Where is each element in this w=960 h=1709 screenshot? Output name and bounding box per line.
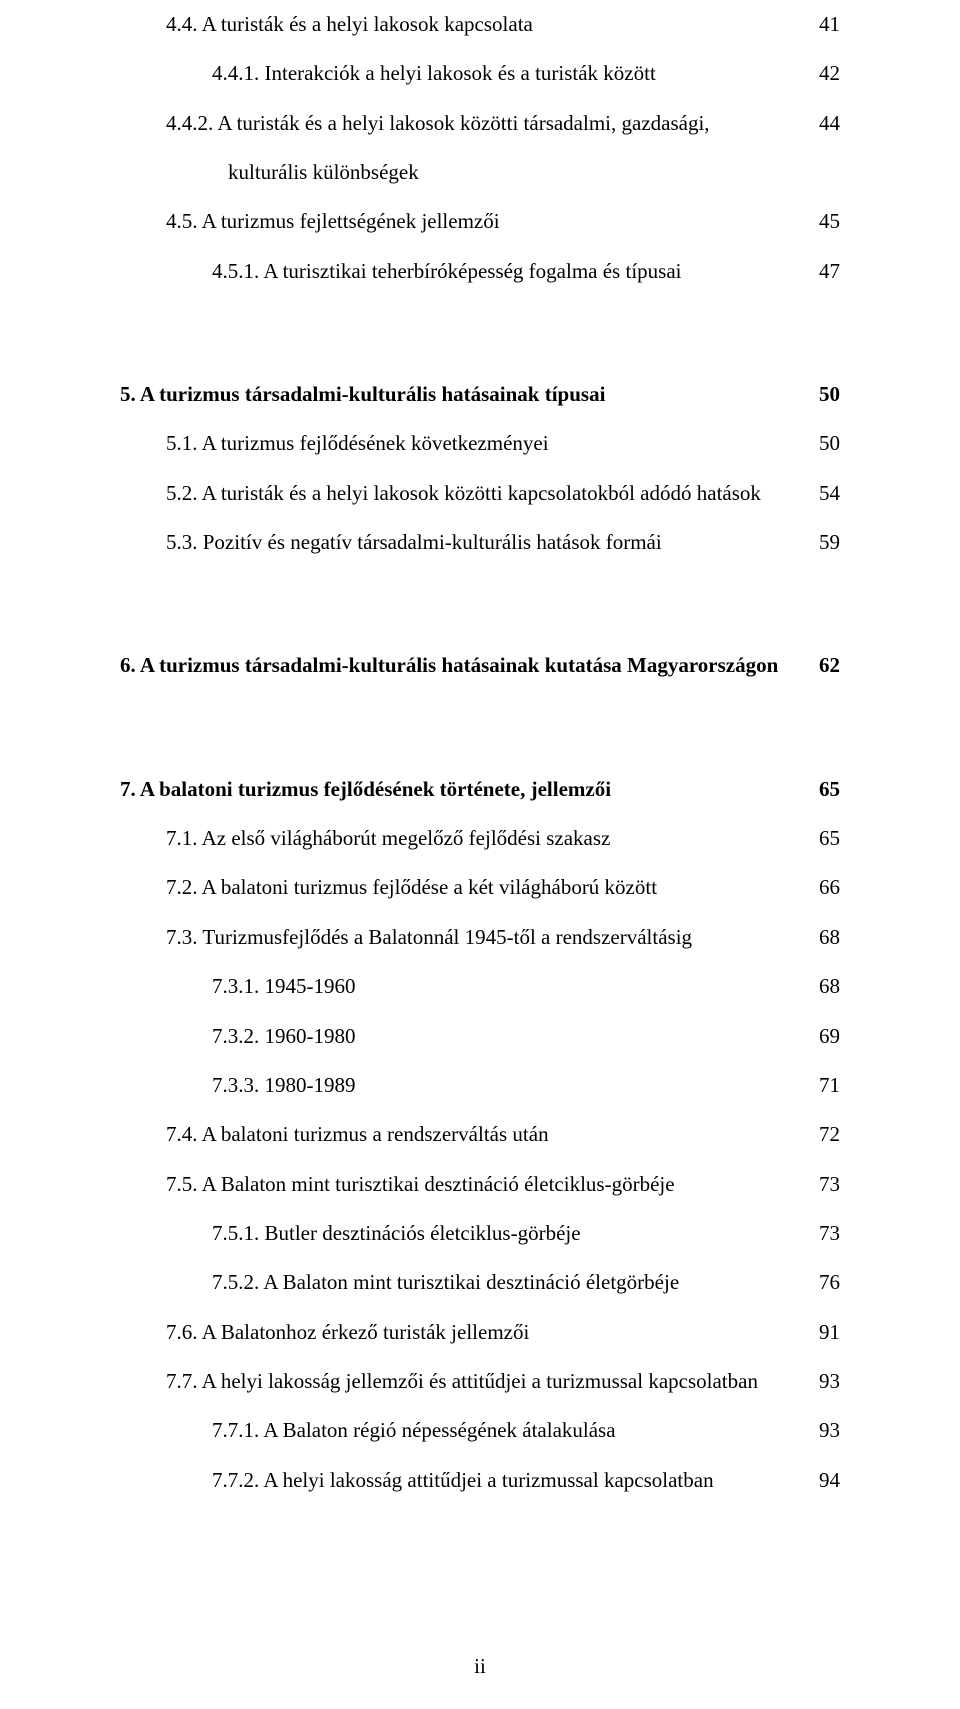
toc-entry-title: 4.5. A turizmus fejlettségének jellemzői [120, 197, 800, 246]
toc-entry-page: 50 [800, 419, 840, 468]
toc-entry: 7.3.1. 1945-196068 [120, 962, 840, 1011]
toc-entry-title: 7.7.1. A Balaton régió népességének átal… [120, 1406, 800, 1455]
toc-entry-title: 7.1. Az első világháborút megelőző fejlő… [120, 814, 800, 863]
toc-entry: 4.4.2. A turisták és a helyi lakosok köz… [120, 99, 840, 198]
toc-entry: 4.4. A turisták és a helyi lakosok kapcs… [120, 0, 840, 49]
toc-entry-title: 7.3. Turizmusfejlődés a Balatonnál 1945-… [120, 913, 800, 962]
toc-entry-title: 6. A turizmus társadalmi-kulturális hatá… [120, 641, 800, 690]
toc-entry: 7.7.1. A Balaton régió népességének átal… [120, 1406, 840, 1455]
toc-entry-title: 5.1. A turizmus fejlődésének következmén… [120, 419, 800, 468]
toc-entry-title: 7.4. A balatoni turizmus a rendszerváltá… [120, 1110, 800, 1159]
toc-entry-title: 7.5. A Balaton mint turisztikai desztiná… [120, 1160, 800, 1209]
toc-entry: 7. A balatoni turizmus fejlődésének tört… [120, 765, 840, 814]
toc-entry-title: 7. A balatoni turizmus fejlődésének tört… [120, 765, 800, 814]
toc-entry-title: 5.2. A turisták és a helyi lakosok közöt… [120, 469, 800, 518]
toc-entry-title: 4.4.2. A turisták és a helyi lakosok köz… [120, 99, 800, 198]
section-spacer [120, 296, 840, 370]
toc-entry-page: 93 [800, 1406, 840, 1455]
toc-entry-title: 7.5.1. Butler desztinációs életciklus-gö… [120, 1209, 800, 1258]
toc-entry-title: 7.7. A helyi lakosság jellemzői és attit… [120, 1357, 800, 1406]
toc-entry-page: 41 [800, 0, 840, 49]
toc-entry: 7.6. A Balatonhoz érkező turisták jellem… [120, 1308, 840, 1357]
toc-entry-title: 7.3.1. 1945-1960 [120, 962, 800, 1011]
toc-entry-page: 71 [800, 1061, 840, 1110]
toc-entry-title: 7.3.3. 1980-1989 [120, 1061, 800, 1110]
table-of-contents: 4.4. A turisták és a helyi lakosok kapcs… [120, 0, 840, 1505]
toc-entry-title: 7.6. A Balatonhoz érkező turisták jellem… [120, 1308, 800, 1357]
toc-entry-page: 76 [800, 1258, 840, 1307]
toc-entry-page: 94 [800, 1456, 840, 1505]
toc-entry-page: 93 [800, 1357, 840, 1406]
toc-entry-title: 5.3. Pozitív és negatív társadalmi-kultu… [120, 518, 800, 567]
toc-entry-title: 7.2. A balatoni turizmus fejlődése a két… [120, 863, 800, 912]
toc-entry-title: 7.3.2. 1960-1980 [120, 1012, 800, 1061]
toc-entry: 7.5.1. Butler desztinációs életciklus-gö… [120, 1209, 840, 1258]
toc-entry: 4.5.1. A turisztikai teherbíróképesség f… [120, 247, 840, 296]
toc-entry-page: 73 [800, 1160, 840, 1209]
toc-entry-page: 59 [800, 518, 840, 567]
toc-entry-page: 69 [800, 1012, 840, 1061]
toc-entry-page: 54 [800, 469, 840, 518]
toc-entry: 5.1. A turizmus fejlődésének következmén… [120, 419, 840, 468]
toc-entry: 7.7. A helyi lakosság jellemzői és attit… [120, 1357, 840, 1406]
toc-entry-page: 68 [800, 913, 840, 962]
toc-entry: 5. A turizmus társadalmi-kulturális hatá… [120, 370, 840, 419]
toc-entry: 7.2. A balatoni turizmus fejlődése a két… [120, 863, 840, 912]
toc-entry-page: 50 [800, 370, 840, 419]
toc-entry-page: 73 [800, 1209, 840, 1258]
toc-entry-page: 66 [800, 863, 840, 912]
page-number: ii [0, 1654, 960, 1679]
section-spacer [120, 691, 840, 765]
toc-entry-page: 72 [800, 1110, 840, 1159]
toc-entry: 5.3. Pozitív és negatív társadalmi-kultu… [120, 518, 840, 567]
toc-entry-title: 5. A turizmus társadalmi-kulturális hatá… [120, 370, 800, 419]
toc-entry: 7.1. Az első világháborút megelőző fejlő… [120, 814, 840, 863]
toc-entry-title: 4.5.1. A turisztikai teherbíróképesség f… [120, 247, 800, 296]
toc-entry: 4.4.1. Interakciók a helyi lakosok és a … [120, 49, 840, 98]
toc-entry: 7.3.2. 1960-198069 [120, 1012, 840, 1061]
toc-entry: 7.3.3. 1980-198971 [120, 1061, 840, 1110]
toc-entry: 5.2. A turisták és a helyi lakosok közöt… [120, 469, 840, 518]
toc-entry: 7.5. A Balaton mint turisztikai desztiná… [120, 1160, 840, 1209]
toc-entry-page: 65 [800, 765, 840, 814]
toc-entry-title: 4.4.1. Interakciók a helyi lakosok és a … [120, 49, 800, 98]
toc-entry-page: 45 [800, 197, 840, 246]
toc-entry: 7.3. Turizmusfejlődés a Balatonnál 1945-… [120, 913, 840, 962]
toc-entry-page: 44 [800, 99, 840, 148]
toc-entry: 7.7.2. A helyi lakosság attitűdjei a tur… [120, 1456, 840, 1505]
toc-entry-title: 7.7.2. A helyi lakosság attitűdjei a tur… [120, 1456, 800, 1505]
toc-entry-page: 62 [800, 641, 840, 690]
toc-entry-page: 65 [800, 814, 840, 863]
toc-entry: 7.5.2. A Balaton mint turisztikai deszti… [120, 1258, 840, 1307]
toc-entry-page: 47 [800, 247, 840, 296]
toc-entry: 4.5. A turizmus fejlettségének jellemzői… [120, 197, 840, 246]
toc-entry-title: 7.5.2. A Balaton mint turisztikai deszti… [120, 1258, 800, 1307]
toc-entry: 7.4. A balatoni turizmus a rendszerváltá… [120, 1110, 840, 1159]
toc-entry-page: 68 [800, 962, 840, 1011]
toc-entry-title: 4.4. A turisták és a helyi lakosok kapcs… [120, 0, 800, 49]
section-spacer [120, 567, 840, 641]
toc-entry-page: 42 [800, 49, 840, 98]
toc-entry-page: 91 [800, 1308, 840, 1357]
toc-entry: 6. A turizmus társadalmi-kulturális hatá… [120, 641, 840, 690]
